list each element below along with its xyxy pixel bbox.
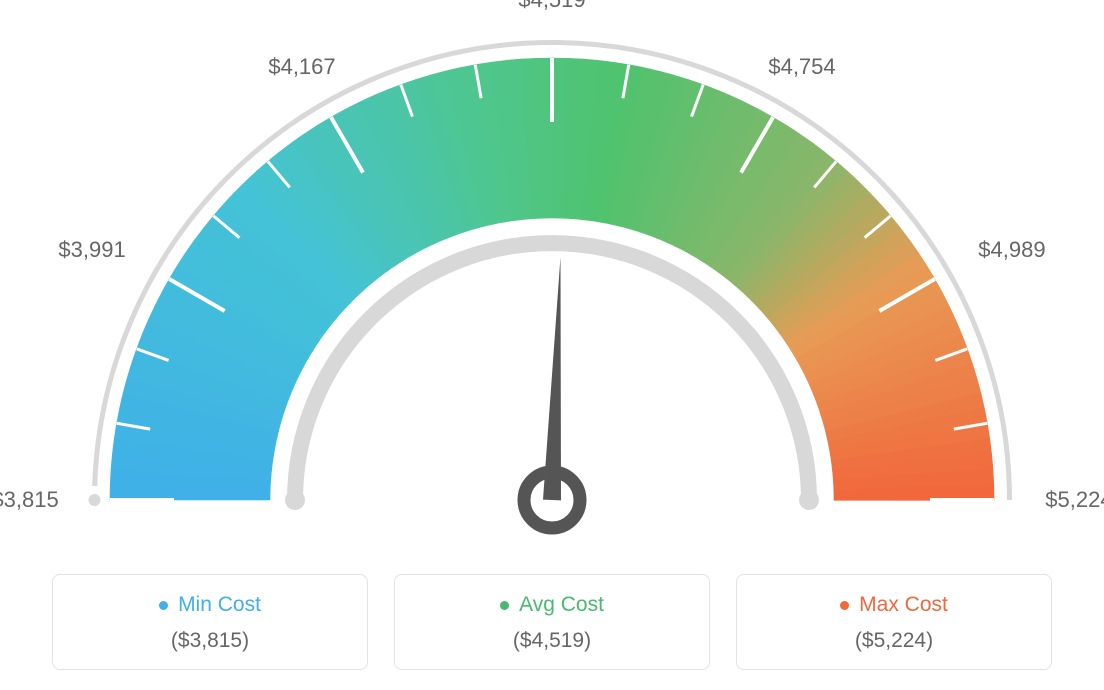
legend-avg-value: ($4,519) <box>395 629 709 653</box>
legend-card-min: Min Cost ($3,815) <box>52 574 368 670</box>
legend-card-max: Max Cost ($5,224) <box>736 574 1052 670</box>
gauge-label-4: $4,754 <box>768 54 835 80</box>
gauge-label-5: $4,989 <box>978 237 1045 263</box>
gauge-label-3: $4,519 <box>518 0 585 13</box>
gauge-area: $3,815 $3,991 $4,167 $4,519 $4,754 $4,989 $5,2… <box>0 0 1104 570</box>
gauge-label-1: $3,991 <box>58 237 125 263</box>
gauge-label-6: $5,224 <box>1045 487 1104 513</box>
legend-min-title: Min Cost <box>159 593 261 617</box>
gauge-chart <box>0 0 1104 570</box>
legend-min-value: ($3,815) <box>53 629 367 653</box>
legend-max-value: ($5,224) <box>737 629 1051 653</box>
legend-card-avg: Avg Cost ($4,519) <box>394 574 710 670</box>
legend-max-title: Max Cost <box>840 593 948 617</box>
gauge-label-2: $4,167 <box>268 54 335 80</box>
legend-avg-title: Avg Cost <box>500 593 604 617</box>
gauge-label-0: $3,815 <box>0 487 59 513</box>
cost-gauge-container: $3,815 $3,991 $4,167 $4,519 $4,754 $4,989 $5,2… <box>0 0 1104 690</box>
legend-row: Min Cost ($3,815) Avg Cost ($4,519) Max … <box>52 574 1052 670</box>
